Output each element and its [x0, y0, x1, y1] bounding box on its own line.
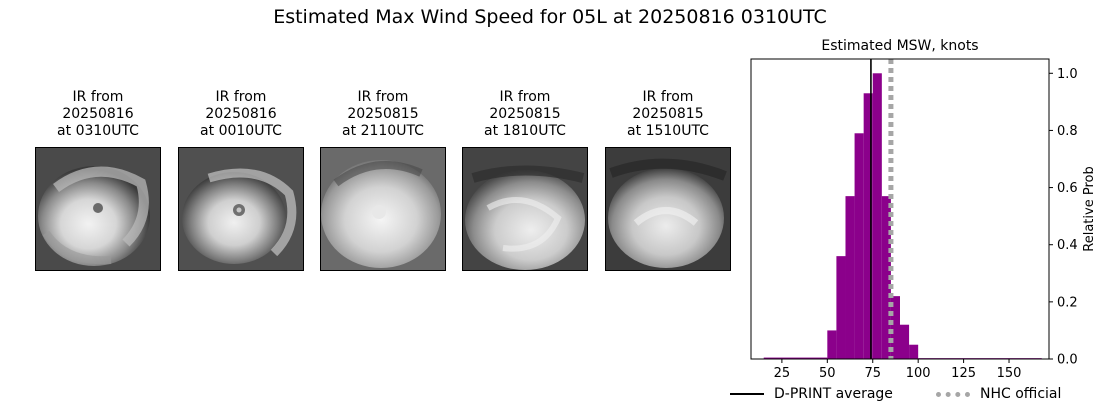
- plot-frame: [750, 58, 1050, 360]
- reference-lines-layer: [870, 59, 894, 359]
- figure-title: Estimated Max Wind Speed for 05L at 2025…: [273, 6, 827, 28]
- ir-panel-title-time: at 0310UTC: [57, 123, 139, 139]
- legend-swatch-solid-line: [730, 393, 764, 395]
- histogram-bar: [890, 296, 900, 359]
- y-ticks-layer: 0.0 0.2 0.4 0.6 0.8 1.0: [1049, 67, 1078, 368]
- x-tick-label: 150: [997, 366, 1022, 381]
- ir-panel-title-date: 20250816: [62, 106, 134, 122]
- chart-title: Estimated MSW, knots: [821, 38, 978, 54]
- x-tick-label: 25: [774, 366, 791, 381]
- histogram-bar: [900, 324, 910, 359]
- ir-satellite-image: [462, 147, 588, 271]
- ir-panel-title-date: 20250816: [205, 106, 277, 122]
- x-tick-label: 50: [819, 366, 836, 381]
- legend-label-nhc: NHC official: [980, 386, 1062, 402]
- y-axis-label: Relative Prob: [1082, 166, 1097, 251]
- ir-panel-title-line1: IR from: [72, 89, 124, 105]
- histogram-bar: [763, 357, 828, 359]
- bars-layer: [763, 73, 1042, 360]
- ir-panel-title-time: at 1510UTC: [627, 123, 709, 139]
- ir-panel-title-line1: IR from: [215, 89, 267, 105]
- legend-item-dprint: D-PRINT average: [730, 386, 893, 402]
- ir-panel-title: IR from 20250815 at 1810UTC: [462, 89, 588, 140]
- x-tick-label: 100: [906, 366, 931, 381]
- x-ticks-layer: 25 50 75 100 125 150: [774, 359, 1022, 381]
- ir-satellite-image: [605, 147, 731, 271]
- histogram-bar: [836, 256, 846, 359]
- y-tick-label: 0.0: [1057, 353, 1078, 368]
- ir-panel-title: IR from 20250816 at 0310UTC: [35, 89, 161, 140]
- ir-panel-title-line1: IR from: [499, 89, 551, 105]
- ir-panel-title-date: 20250815: [489, 106, 561, 122]
- ir-panel: IR from 20250816 at 0010UTC: [178, 89, 304, 271]
- ir-panel-title-date: 20250815: [632, 106, 704, 122]
- y-tick-label: 0.8: [1057, 124, 1078, 139]
- ir-satellite-image: [35, 147, 161, 271]
- ir-panel-title-line1: IR from: [357, 89, 409, 105]
- ir-panel-title-time: at 0010UTC: [200, 123, 282, 139]
- y-tick-label: 0.6: [1057, 181, 1078, 196]
- ir-panel-title: IR from 20250816 at 0010UTC: [178, 89, 304, 140]
- histogram-bar: [909, 344, 919, 359]
- y-tick-label: 0.2: [1057, 295, 1078, 310]
- histogram-bar: [854, 133, 864, 359]
- ir-panel: IR from 20250816 at 0310UTC: [35, 89, 161, 271]
- legend-item-nhc: NHC official: [936, 386, 1061, 402]
- ir-panel-title: IR from 20250815 at 1510UTC: [605, 89, 731, 140]
- legend-label-dprint: D-PRINT average: [774, 386, 893, 402]
- ir-panel: IR from 20250815 at 1810UTC: [462, 89, 588, 271]
- x-tick-label: 125: [951, 366, 976, 381]
- legend-swatch-dotted-line: [936, 391, 970, 397]
- ir-panel-title: IR from 20250815 at 2110UTC: [320, 89, 446, 140]
- ir-panel: IR from 20250815 at 2110UTC: [320, 89, 446, 271]
- y-tick-label: 0.4: [1057, 238, 1078, 253]
- histogram-bar: [881, 196, 891, 359]
- y-tick-label: 1.0: [1057, 67, 1078, 82]
- histogram-bar: [872, 73, 882, 360]
- ir-panel-title-time: at 2110UTC: [342, 123, 424, 139]
- histogram-bar: [845, 196, 855, 359]
- histogram-bar: [827, 330, 837, 359]
- ir-satellite-image: [178, 147, 304, 271]
- ir-panel: IR from 20250815 at 1510UTC: [605, 89, 731, 271]
- ir-panel-title-date: 20250815: [347, 106, 419, 122]
- x-tick-label: 75: [864, 366, 881, 381]
- histogram-bar: [863, 93, 873, 360]
- ir-panel-title-line1: IR from: [642, 89, 694, 105]
- chart-legend: D-PRINT average NHC official: [730, 386, 1075, 406]
- ir-panel-title-time: at 1810UTC: [484, 123, 566, 139]
- ir-satellite-image: [320, 147, 446, 271]
